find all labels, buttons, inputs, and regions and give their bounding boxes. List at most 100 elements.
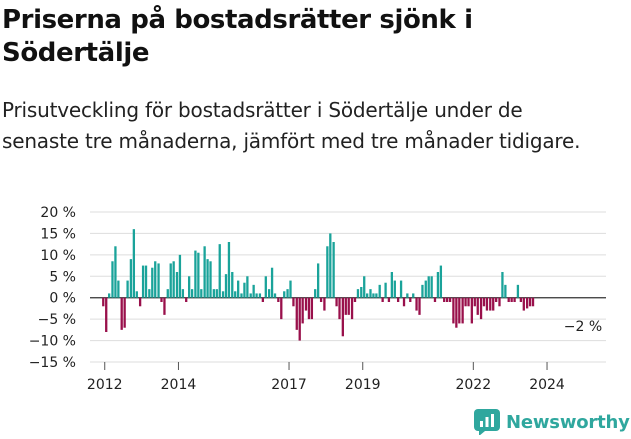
bar [522, 297, 525, 311]
y-tick-label: 10 % [40, 248, 76, 264]
bar [387, 297, 391, 302]
bar [144, 265, 148, 298]
bar [323, 297, 326, 311]
bar [467, 297, 470, 307]
bar [341, 297, 344, 337]
bar [273, 293, 277, 298]
bar [433, 297, 437, 302]
brand-name: Newsworthy [506, 411, 630, 433]
bar [461, 297, 464, 324]
bar [132, 229, 136, 298]
chart-subtitle: Prisutveckling för bostadsrätter i Söder… [2, 98, 581, 153]
bar [141, 265, 145, 298]
x-tick-label: 2022 [455, 377, 491, 393]
bars [102, 229, 535, 341]
bar [482, 297, 486, 307]
bar [372, 293, 375, 298]
bar [409, 297, 412, 302]
bar [495, 297, 498, 302]
bar [378, 284, 381, 298]
bar [350, 297, 354, 320]
bar [270, 267, 274, 298]
bar [298, 297, 301, 341]
bar [347, 297, 350, 315]
bar [316, 263, 320, 298]
x-tick-label: 2019 [345, 377, 381, 393]
bar [448, 297, 452, 302]
bar [393, 280, 396, 298]
annotations: −2 % [564, 319, 602, 335]
bar [117, 280, 120, 298]
bar [261, 297, 265, 302]
bar [194, 250, 197, 298]
bar [424, 280, 427, 298]
bar [531, 297, 535, 307]
bar [151, 267, 154, 298]
bar [264, 276, 267, 298]
newsworthy-logo: Newsworthy [474, 408, 630, 436]
chart-title: Priserna på bostadsrätter sjönk i Södert… [2, 5, 473, 68]
bar [445, 297, 449, 302]
bar [218, 244, 221, 298]
bar [353, 297, 357, 302]
bar [215, 289, 218, 298]
bar [224, 274, 228, 298]
bar [255, 293, 258, 298]
bar [464, 297, 467, 307]
y-tick-label: 0 % [49, 291, 76, 307]
bar [135, 291, 138, 298]
bar [283, 291, 286, 298]
bar [390, 272, 394, 298]
bar [175, 272, 179, 298]
x-tick-label: 2012 [87, 377, 123, 393]
bar [160, 297, 163, 302]
bar [436, 272, 440, 298]
bar [289, 280, 292, 298]
bar [234, 291, 237, 298]
bar [326, 246, 329, 298]
bar [227, 242, 231, 298]
gridlines [90, 211, 606, 363]
bar [415, 297, 418, 311]
bar [246, 276, 249, 298]
newsworthy-logo-icon [474, 409, 500, 435]
bar [280, 297, 283, 320]
bar [470, 297, 473, 324]
bar [102, 297, 105, 307]
bar [105, 297, 108, 332]
bar [123, 297, 126, 328]
bar [510, 297, 513, 302]
bar [301, 297, 304, 324]
bar [430, 276, 433, 298]
bar [356, 289, 360, 298]
bar [126, 280, 129, 298]
bar [479, 297, 483, 320]
bar [418, 297, 421, 315]
bar [243, 282, 246, 298]
bar [507, 297, 510, 302]
bar [163, 297, 166, 315]
bar [384, 282, 387, 298]
bar [504, 284, 507, 298]
bar [314, 289, 317, 298]
bar [258, 293, 262, 298]
bar [366, 293, 369, 298]
bar [363, 276, 366, 298]
bar [344, 297, 347, 315]
y-tick-label: 15 % [40, 226, 76, 242]
bar [249, 293, 252, 298]
x-tick-label: 2014 [161, 377, 197, 393]
bar [332, 242, 335, 298]
bar [489, 297, 492, 311]
bar [525, 297, 529, 309]
bar [108, 293, 111, 298]
bar [209, 261, 212, 298]
x-tick-label: 2024 [529, 377, 565, 393]
bar [304, 297, 308, 311]
bar [319, 297, 323, 302]
bar [267, 289, 271, 298]
bar [169, 263, 172, 298]
bar [286, 289, 289, 298]
y-tick-label: 5 % [49, 269, 76, 285]
bar [212, 289, 215, 298]
